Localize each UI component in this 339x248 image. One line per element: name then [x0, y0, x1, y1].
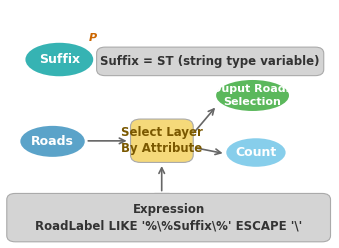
Text: Ouput Roads
Selection: Ouput Roads Selection	[213, 84, 293, 107]
Text: P: P	[89, 33, 97, 43]
Text: Expression
RoadLabel LIKE '%\%Suffix\%' ESCAPE '\': Expression RoadLabel LIKE '%\%Suffix\%' …	[35, 203, 302, 232]
Ellipse shape	[20, 126, 85, 157]
Text: Select Layer
By Attribute: Select Layer By Attribute	[121, 126, 203, 155]
Text: Count: Count	[235, 146, 277, 159]
Ellipse shape	[25, 43, 93, 76]
Text: Suffix: Suffix	[39, 53, 80, 66]
FancyBboxPatch shape	[131, 119, 193, 162]
Text: Roads: Roads	[31, 135, 74, 148]
Text: Suffix = ST (string type variable): Suffix = ST (string type variable)	[100, 55, 320, 68]
FancyBboxPatch shape	[97, 47, 324, 76]
FancyBboxPatch shape	[7, 193, 331, 242]
Ellipse shape	[216, 80, 289, 111]
Ellipse shape	[226, 138, 286, 167]
